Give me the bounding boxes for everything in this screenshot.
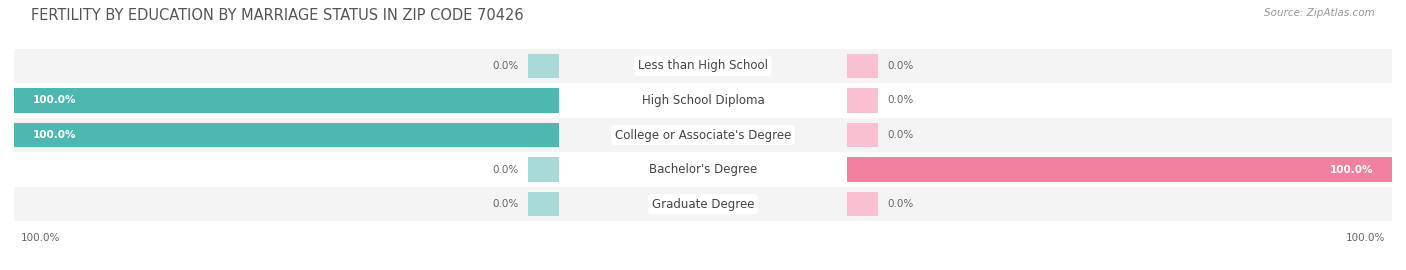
Bar [14, 118, 1392, 152]
Bar [14, 83, 1392, 118]
Text: 100.0%: 100.0% [1347, 234, 1386, 244]
Text: 100.0%: 100.0% [1330, 164, 1374, 175]
Bar [527, 192, 560, 216]
Bar [846, 88, 879, 113]
Text: 0.0%: 0.0% [887, 199, 914, 209]
Text: Graduate Degree: Graduate Degree [652, 198, 754, 211]
Text: 100.0%: 100.0% [32, 95, 76, 106]
Text: Source: ZipAtlas.com: Source: ZipAtlas.com [1264, 8, 1375, 18]
Text: 0.0%: 0.0% [887, 61, 914, 71]
Text: 0.0%: 0.0% [492, 61, 519, 71]
Text: 100.0%: 100.0% [32, 130, 76, 140]
Bar [14, 152, 1392, 187]
Bar [14, 49, 1392, 83]
Text: 0.0%: 0.0% [887, 95, 914, 106]
Text: Less than High School: Less than High School [638, 59, 768, 72]
Bar [527, 54, 560, 78]
Bar [846, 192, 879, 216]
Bar [14, 123, 560, 147]
Bar [14, 187, 1392, 221]
Text: 100.0%: 100.0% [20, 234, 59, 244]
Bar [846, 123, 879, 147]
Text: College or Associate's Degree: College or Associate's Degree [614, 129, 792, 141]
Text: FERTILITY BY EDUCATION BY MARRIAGE STATUS IN ZIP CODE 70426: FERTILITY BY EDUCATION BY MARRIAGE STATU… [31, 8, 523, 23]
Text: 0.0%: 0.0% [492, 199, 519, 209]
Bar [527, 157, 560, 182]
Bar [846, 157, 1392, 182]
Bar [14, 88, 560, 113]
Text: 0.0%: 0.0% [887, 130, 914, 140]
Text: High School Diploma: High School Diploma [641, 94, 765, 107]
Text: 0.0%: 0.0% [492, 164, 519, 175]
Text: Bachelor's Degree: Bachelor's Degree [650, 163, 756, 176]
Bar [846, 54, 879, 78]
